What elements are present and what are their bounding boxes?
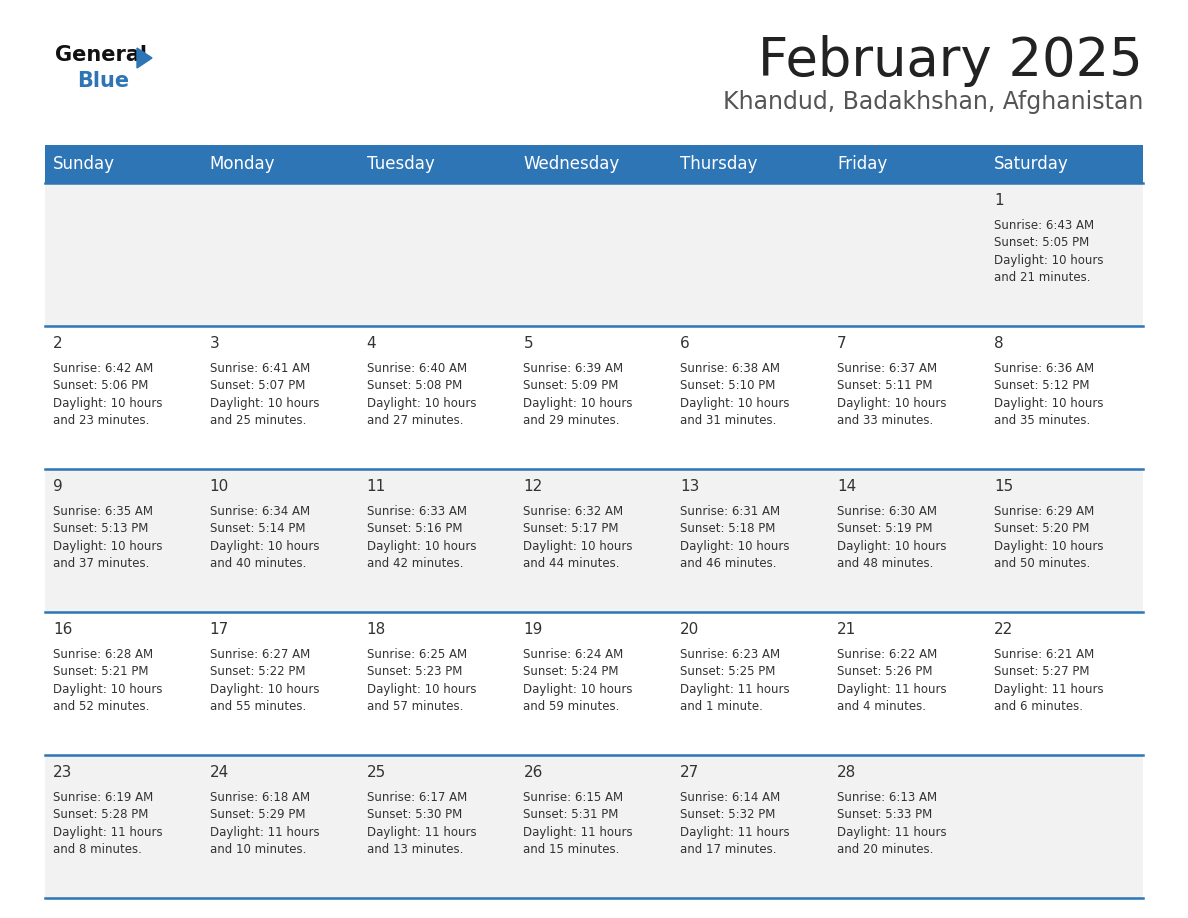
- Text: Thursday: Thursday: [681, 155, 758, 173]
- Text: 23: 23: [52, 765, 72, 780]
- Text: Sunrise: 6:31 AM
Sunset: 5:18 PM
Daylight: 10 hours
and 46 minutes.: Sunrise: 6:31 AM Sunset: 5:18 PM Dayligh…: [681, 505, 790, 570]
- Text: Sunrise: 6:30 AM
Sunset: 5:19 PM
Daylight: 10 hours
and 48 minutes.: Sunrise: 6:30 AM Sunset: 5:19 PM Dayligh…: [838, 505, 947, 570]
- Bar: [45, 612, 1143, 755]
- Text: Sunrise: 6:39 AM
Sunset: 5:09 PM
Daylight: 10 hours
and 29 minutes.: Sunrise: 6:39 AM Sunset: 5:09 PM Dayligh…: [524, 362, 633, 427]
- Text: Saturday: Saturday: [994, 155, 1069, 173]
- Text: Tuesday: Tuesday: [367, 155, 435, 173]
- Text: 27: 27: [681, 765, 700, 780]
- Text: 4: 4: [367, 336, 377, 351]
- Text: Sunrise: 6:36 AM
Sunset: 5:12 PM
Daylight: 10 hours
and 35 minutes.: Sunrise: 6:36 AM Sunset: 5:12 PM Dayligh…: [994, 362, 1104, 427]
- Bar: [202, 145, 359, 183]
- Text: Sunrise: 6:27 AM
Sunset: 5:22 PM
Daylight: 10 hours
and 55 minutes.: Sunrise: 6:27 AM Sunset: 5:22 PM Dayligh…: [210, 648, 320, 713]
- Bar: [45, 183, 1143, 326]
- Text: Sunrise: 6:23 AM
Sunset: 5:25 PM
Daylight: 11 hours
and 1 minute.: Sunrise: 6:23 AM Sunset: 5:25 PM Dayligh…: [681, 648, 790, 713]
- Text: Sunrise: 6:32 AM
Sunset: 5:17 PM
Daylight: 10 hours
and 44 minutes.: Sunrise: 6:32 AM Sunset: 5:17 PM Dayligh…: [524, 505, 633, 570]
- Text: Sunrise: 6:28 AM
Sunset: 5:21 PM
Daylight: 10 hours
and 52 minutes.: Sunrise: 6:28 AM Sunset: 5:21 PM Dayligh…: [52, 648, 163, 713]
- Text: 15: 15: [994, 479, 1013, 494]
- Text: Sunrise: 6:42 AM
Sunset: 5:06 PM
Daylight: 10 hours
and 23 minutes.: Sunrise: 6:42 AM Sunset: 5:06 PM Dayligh…: [52, 362, 163, 427]
- Text: Sunrise: 6:18 AM
Sunset: 5:29 PM
Daylight: 11 hours
and 10 minutes.: Sunrise: 6:18 AM Sunset: 5:29 PM Dayligh…: [210, 790, 320, 856]
- Text: 9: 9: [52, 479, 63, 494]
- Text: Wednesday: Wednesday: [524, 155, 620, 173]
- Bar: [45, 326, 1143, 469]
- Text: Sunrise: 6:22 AM
Sunset: 5:26 PM
Daylight: 11 hours
and 4 minutes.: Sunrise: 6:22 AM Sunset: 5:26 PM Dayligh…: [838, 648, 947, 713]
- Text: Sunrise: 6:40 AM
Sunset: 5:08 PM
Daylight: 10 hours
and 27 minutes.: Sunrise: 6:40 AM Sunset: 5:08 PM Dayligh…: [367, 362, 476, 427]
- Text: 12: 12: [524, 479, 543, 494]
- Text: Sunrise: 6:25 AM
Sunset: 5:23 PM
Daylight: 10 hours
and 57 minutes.: Sunrise: 6:25 AM Sunset: 5:23 PM Dayligh…: [367, 648, 476, 713]
- Text: General: General: [55, 45, 147, 65]
- Text: 11: 11: [367, 479, 386, 494]
- Bar: [45, 469, 1143, 612]
- Text: 5: 5: [524, 336, 533, 351]
- Text: 16: 16: [52, 622, 72, 637]
- Text: 2: 2: [52, 336, 63, 351]
- Text: Friday: Friday: [838, 155, 887, 173]
- Bar: [516, 145, 672, 183]
- Text: 26: 26: [524, 765, 543, 780]
- Text: Sunrise: 6:35 AM
Sunset: 5:13 PM
Daylight: 10 hours
and 37 minutes.: Sunrise: 6:35 AM Sunset: 5:13 PM Dayligh…: [52, 505, 163, 570]
- Text: Sunrise: 6:37 AM
Sunset: 5:11 PM
Daylight: 10 hours
and 33 minutes.: Sunrise: 6:37 AM Sunset: 5:11 PM Dayligh…: [838, 362, 947, 427]
- Text: 10: 10: [210, 479, 229, 494]
- Bar: [672, 145, 829, 183]
- Polygon shape: [137, 48, 152, 68]
- Text: Sunrise: 6:34 AM
Sunset: 5:14 PM
Daylight: 10 hours
and 40 minutes.: Sunrise: 6:34 AM Sunset: 5:14 PM Dayligh…: [210, 505, 320, 570]
- Text: 3: 3: [210, 336, 220, 351]
- Text: Sunrise: 6:41 AM
Sunset: 5:07 PM
Daylight: 10 hours
and 25 minutes.: Sunrise: 6:41 AM Sunset: 5:07 PM Dayligh…: [210, 362, 320, 427]
- Bar: [45, 145, 202, 183]
- Text: 8: 8: [994, 336, 1004, 351]
- Text: Khandud, Badakhshan, Afghanistan: Khandud, Badakhshan, Afghanistan: [722, 90, 1143, 114]
- Text: 17: 17: [210, 622, 229, 637]
- Text: Sunrise: 6:15 AM
Sunset: 5:31 PM
Daylight: 11 hours
and 15 minutes.: Sunrise: 6:15 AM Sunset: 5:31 PM Dayligh…: [524, 790, 633, 856]
- Text: Sunrise: 6:38 AM
Sunset: 5:10 PM
Daylight: 10 hours
and 31 minutes.: Sunrise: 6:38 AM Sunset: 5:10 PM Dayligh…: [681, 362, 790, 427]
- Text: 7: 7: [838, 336, 847, 351]
- Text: Sunrise: 6:14 AM
Sunset: 5:32 PM
Daylight: 11 hours
and 17 minutes.: Sunrise: 6:14 AM Sunset: 5:32 PM Dayligh…: [681, 790, 790, 856]
- Text: Sunrise: 6:43 AM
Sunset: 5:05 PM
Daylight: 10 hours
and 21 minutes.: Sunrise: 6:43 AM Sunset: 5:05 PM Dayligh…: [994, 218, 1104, 285]
- Text: 24: 24: [210, 765, 229, 780]
- Text: Blue: Blue: [77, 71, 129, 91]
- Bar: [45, 755, 1143, 898]
- Bar: [986, 145, 1143, 183]
- Text: 14: 14: [838, 479, 857, 494]
- Text: Sunrise: 6:33 AM
Sunset: 5:16 PM
Daylight: 10 hours
and 42 minutes.: Sunrise: 6:33 AM Sunset: 5:16 PM Dayligh…: [367, 505, 476, 570]
- Text: Sunrise: 6:17 AM
Sunset: 5:30 PM
Daylight: 11 hours
and 13 minutes.: Sunrise: 6:17 AM Sunset: 5:30 PM Dayligh…: [367, 790, 476, 856]
- Text: 13: 13: [681, 479, 700, 494]
- Text: 20: 20: [681, 622, 700, 637]
- Text: Sunrise: 6:21 AM
Sunset: 5:27 PM
Daylight: 11 hours
and 6 minutes.: Sunrise: 6:21 AM Sunset: 5:27 PM Dayligh…: [994, 648, 1104, 713]
- Text: Monday: Monday: [210, 155, 276, 173]
- Text: 18: 18: [367, 622, 386, 637]
- Text: 21: 21: [838, 622, 857, 637]
- Text: Sunrise: 6:13 AM
Sunset: 5:33 PM
Daylight: 11 hours
and 20 minutes.: Sunrise: 6:13 AM Sunset: 5:33 PM Dayligh…: [838, 790, 947, 856]
- Text: Sunrise: 6:29 AM
Sunset: 5:20 PM
Daylight: 10 hours
and 50 minutes.: Sunrise: 6:29 AM Sunset: 5:20 PM Dayligh…: [994, 505, 1104, 570]
- Text: 25: 25: [367, 765, 386, 780]
- Text: 1: 1: [994, 193, 1004, 208]
- Text: Sunrise: 6:19 AM
Sunset: 5:28 PM
Daylight: 11 hours
and 8 minutes.: Sunrise: 6:19 AM Sunset: 5:28 PM Dayligh…: [52, 790, 163, 856]
- Bar: [829, 145, 986, 183]
- Text: February 2025: February 2025: [758, 35, 1143, 87]
- Text: Sunrise: 6:24 AM
Sunset: 5:24 PM
Daylight: 10 hours
and 59 minutes.: Sunrise: 6:24 AM Sunset: 5:24 PM Dayligh…: [524, 648, 633, 713]
- Text: 22: 22: [994, 622, 1013, 637]
- Text: 6: 6: [681, 336, 690, 351]
- Bar: [359, 145, 516, 183]
- Text: Sunday: Sunday: [52, 155, 115, 173]
- Text: 19: 19: [524, 622, 543, 637]
- Text: 28: 28: [838, 765, 857, 780]
